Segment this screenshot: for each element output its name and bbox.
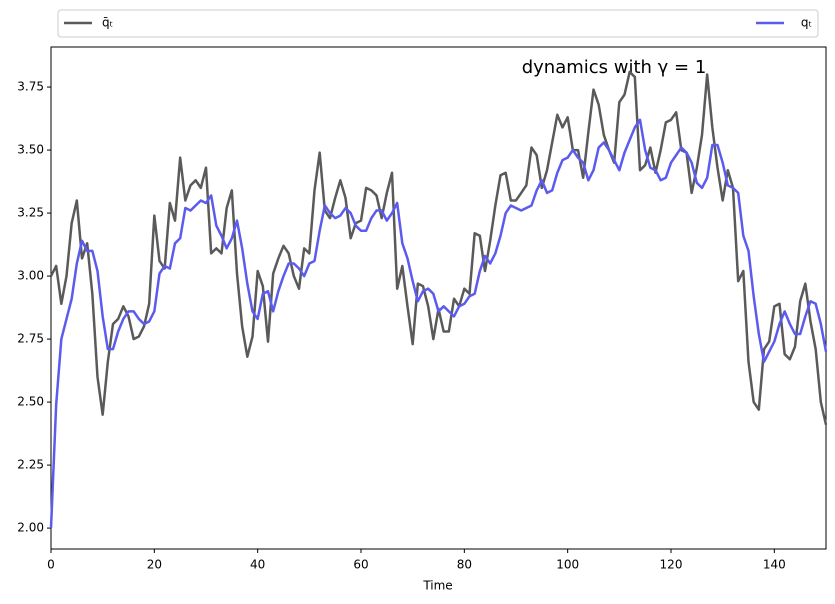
y-tick-label: 2.75 (17, 332, 44, 346)
legend-box (57, 9, 819, 38)
x-tick-label: 120 (660, 558, 683, 572)
y-tick-label: 3.50 (17, 143, 44, 157)
legend-label: q̄ₜ (102, 16, 113, 30)
x-tick-label: 20 (147, 558, 162, 572)
y-tick-label: 3.75 (17, 80, 44, 94)
x-tick-label: 140 (763, 558, 786, 572)
x-tick-label: 0 (47, 558, 55, 572)
annotation: dynamics with γ = 1 (522, 57, 707, 78)
legend-label: qₜ (801, 16, 812, 30)
y-tick-label: 2.25 (17, 458, 44, 472)
y-tick-label: 2.00 (17, 521, 44, 535)
x-tick-label: 40 (250, 558, 265, 572)
y-tick-label: 2.50 (17, 395, 44, 409)
series-line (49, 70, 828, 426)
x-tick-label: 100 (556, 558, 579, 572)
x-tick-label: 60 (353, 558, 368, 572)
plot-frame (50, 46, 827, 550)
series-line (49, 118, 828, 529)
y-tick-label: 3.00 (17, 269, 44, 283)
y-tick-label: 3.25 (17, 206, 44, 220)
x-tick-label: 80 (457, 558, 472, 572)
x-axis-label: Time (422, 579, 452, 593)
